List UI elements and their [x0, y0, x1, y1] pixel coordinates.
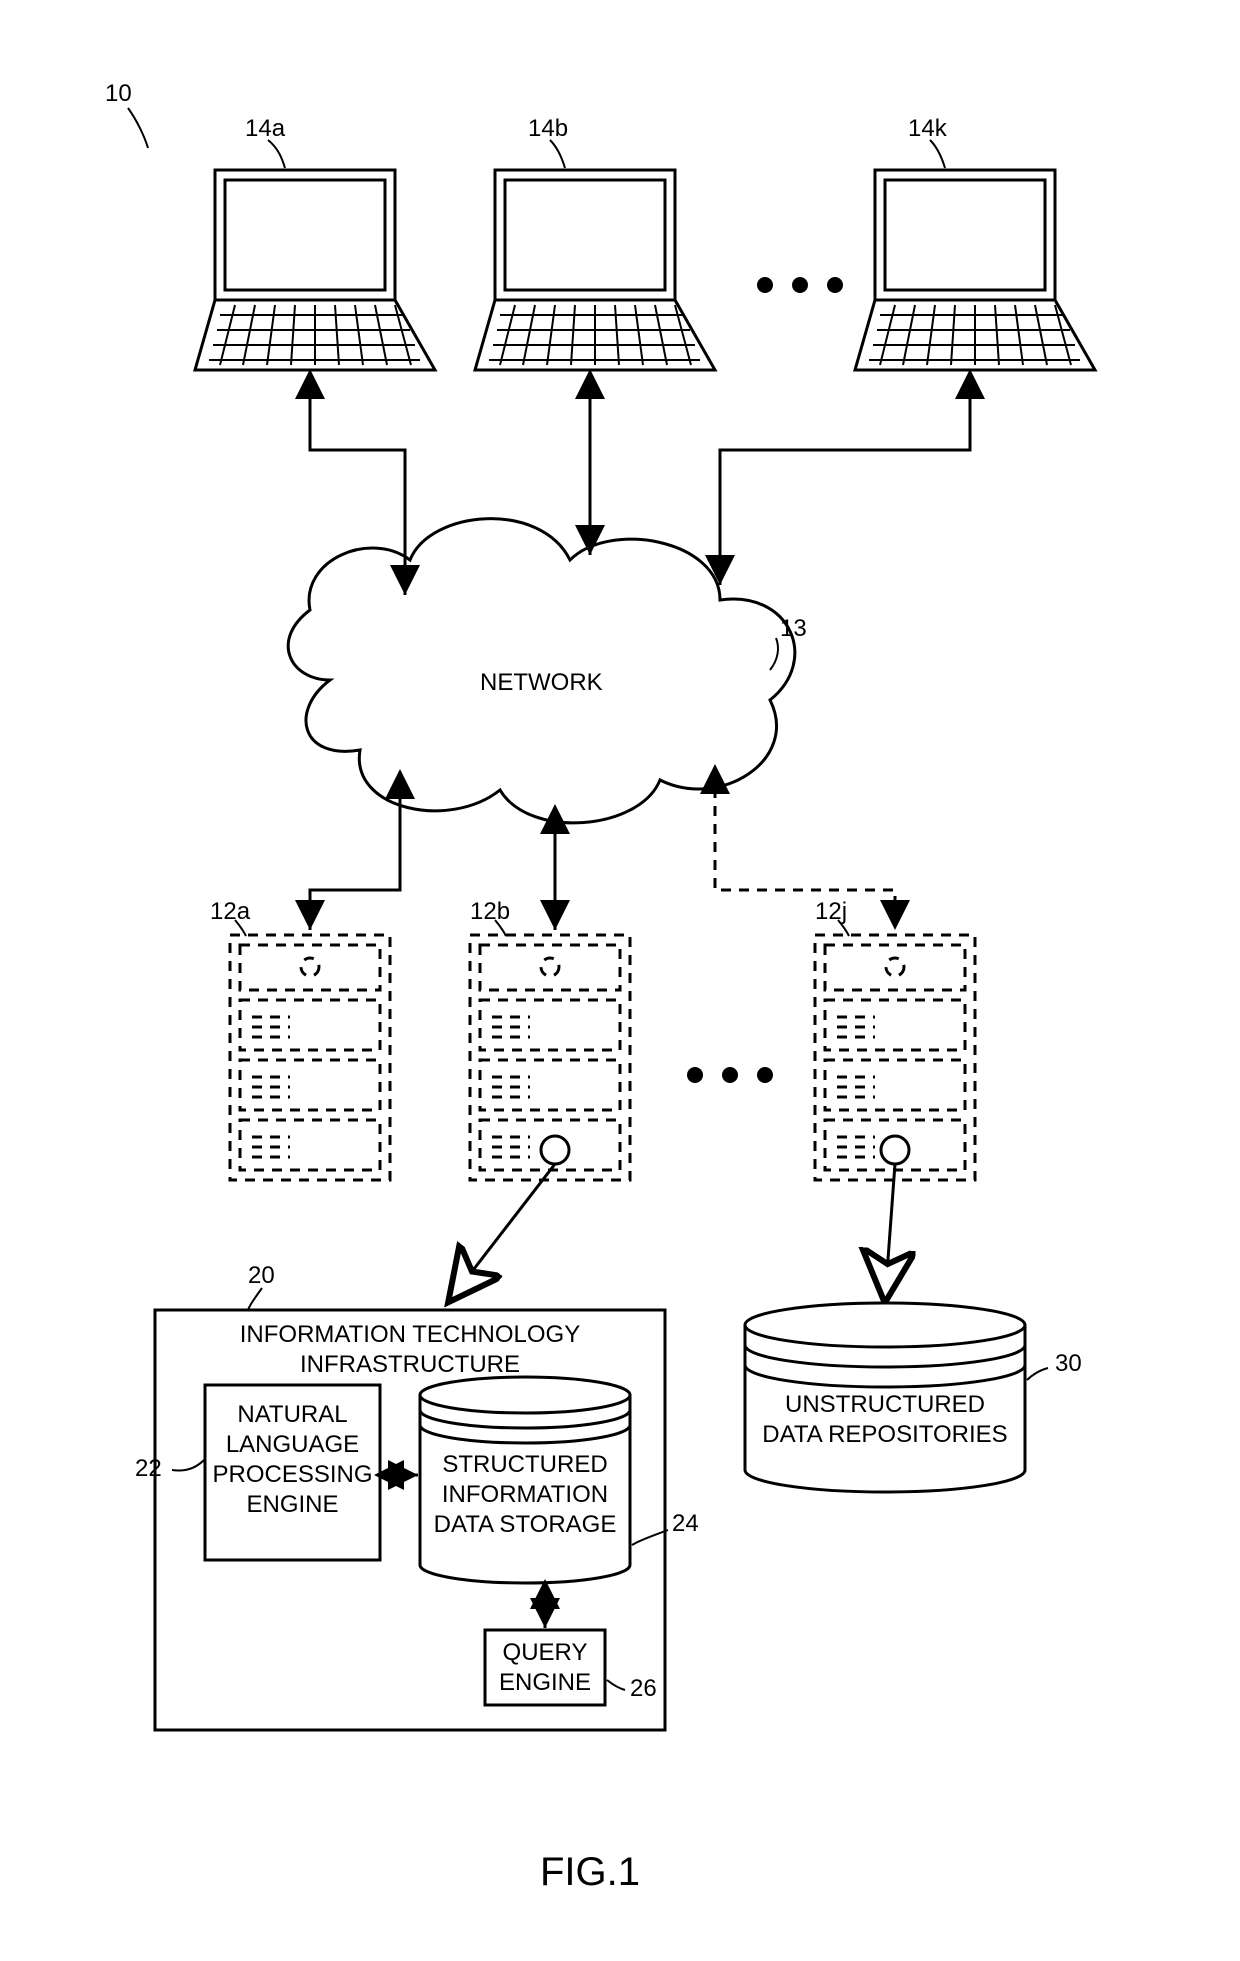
structured-label: STRUCTURED INFORMATION DATA STORAGE: [420, 1450, 630, 1540]
laptop-14k: [855, 170, 1095, 370]
unstructured-label: UNSTRUCTURED DATA REPOSITORIES: [745, 1390, 1025, 1450]
ref-12a: 12a: [210, 898, 250, 926]
edge-12j-unstructured: [885, 1164, 895, 1300]
laptop-14b: [475, 170, 715, 370]
ref-12b: 12b: [470, 898, 510, 926]
query-label: QUERY ENGINE: [485, 1638, 605, 1698]
cloud-label: NETWORK: [480, 668, 600, 698]
ref-12j: 12j: [815, 898, 847, 926]
iti-title: INFORMATION TECHNOLOGY INFRASTRUCTURE: [165, 1320, 655, 1380]
ref-14b: 14b: [528, 115, 568, 143]
ref-14a: 14a: [245, 115, 285, 143]
laptop-14a: [195, 170, 435, 370]
ref-24: 24: [672, 1510, 699, 1538]
edge-12b-iti: [450, 1164, 555, 1300]
ref-14k: 14k: [908, 115, 947, 143]
server-12a: [230, 935, 390, 1180]
ref-26: 26: [630, 1675, 657, 1703]
ref-10: 10: [105, 80, 132, 108]
diagram-svg: [0, 0, 1240, 1961]
ref-13: 13: [780, 615, 807, 643]
ref-30: 30: [1055, 1350, 1082, 1378]
nlp-label: NATURAL LANGUAGE PROCESSING ENGINE: [205, 1400, 380, 1520]
callout-origin-12j: [881, 1136, 909, 1164]
callout-origin-12b: [541, 1136, 569, 1164]
server-ellipsis: [687, 1067, 773, 1083]
figure-label: FIG.1: [540, 1850, 640, 1895]
laptop-ellipsis: [757, 277, 843, 293]
ref-22: 22: [135, 1455, 162, 1483]
diagram-page: 10 14a 14b 14k 13 NETWORK 12a 12b 12j 20…: [0, 0, 1240, 1961]
ref-20: 20: [248, 1262, 275, 1290]
